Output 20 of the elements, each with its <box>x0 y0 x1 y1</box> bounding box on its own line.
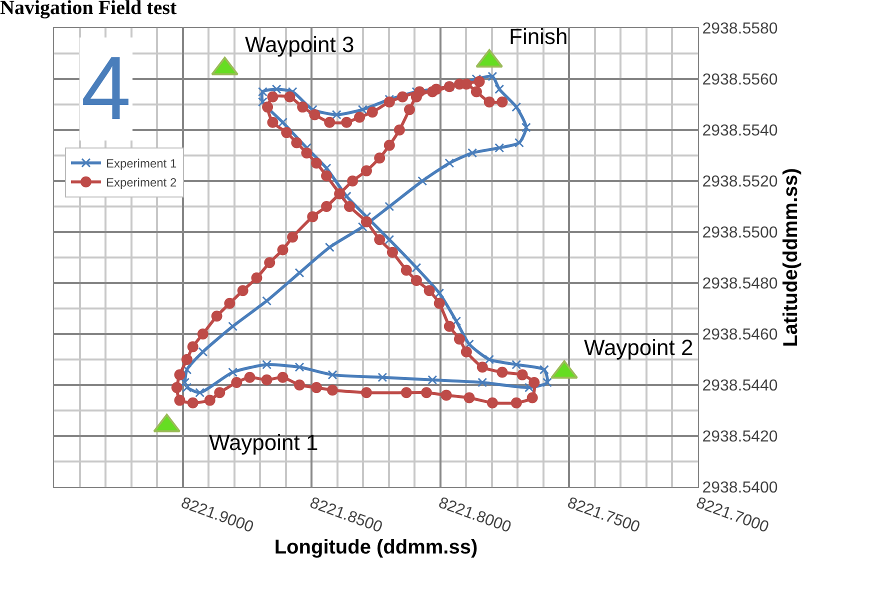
y-axis-title: Latitude(ddmm.ss) <box>780 168 802 347</box>
y-tick-label: 2938.5400 <box>702 480 778 497</box>
y-tick-label: 2938.5480 <box>702 276 778 293</box>
y-tick-label: 2938.5460 <box>702 326 778 344</box>
y-tick-label: 2938.5540 <box>702 122 778 140</box>
x-axis-title: Longitude (ddmm.ss) <box>274 536 478 558</box>
y-tick-label: 2938.5580 <box>702 20 778 38</box>
y-tick-label: 2938.5520 <box>702 174 778 191</box>
y-tick-label: 2938.5420 <box>702 428 778 446</box>
y-tick-label: 2938.5500 <box>702 224 778 242</box>
chart-title: Navigation Field test <box>0 0 177 19</box>
y-tick-label: 2938.5440 <box>702 378 778 395</box>
annotation: Finish <box>509 24 568 49</box>
annotation: 4 <box>81 39 132 139</box>
annotation: Waypoint 2 <box>584 335 694 360</box>
legend-label: Experiment 2 <box>106 176 177 190</box>
annotation: Waypoint 1 <box>209 430 318 455</box>
legend-label: Experiment 1 <box>106 156 177 171</box>
y-tick-label: 2938.5560 <box>702 72 778 89</box>
annotation: Waypoint 3 <box>245 32 354 57</box>
